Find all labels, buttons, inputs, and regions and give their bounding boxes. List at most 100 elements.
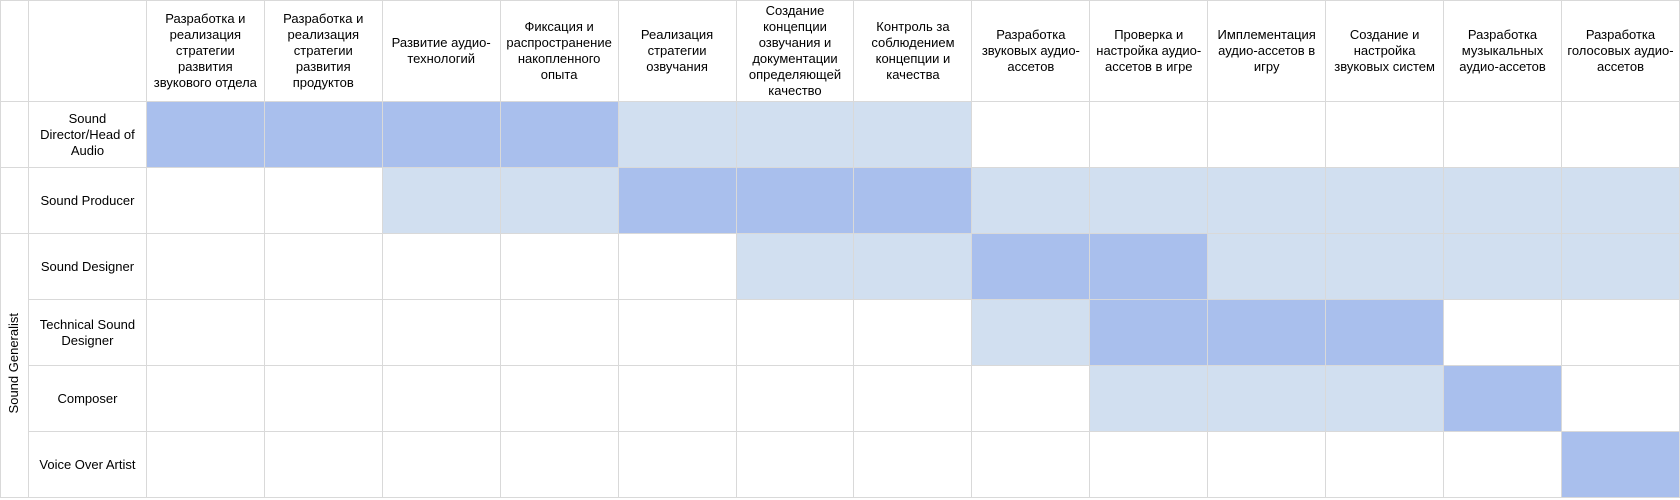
matrix-cell[interactable] (853, 167, 973, 234)
column-header[interactable]: Контроль за соблюдением концепции и каче… (853, 0, 973, 102)
matrix-cell[interactable] (971, 431, 1091, 498)
role-label[interactable]: Sound Director/Head of Audio (27, 101, 147, 168)
matrix-cell[interactable] (1207, 299, 1327, 366)
matrix-cell[interactable] (263, 101, 383, 168)
role-label[interactable]: Composer (27, 365, 147, 432)
matrix-cell[interactable] (381, 299, 501, 366)
matrix-cell[interactable] (735, 299, 855, 366)
group-label-cell[interactable]: Sound Generalist (0, 233, 29, 498)
matrix-cell[interactable] (1089, 233, 1209, 300)
matrix-cell[interactable] (263, 365, 383, 432)
matrix-cell[interactable] (145, 365, 265, 432)
matrix-cell[interactable] (1325, 101, 1445, 168)
matrix-cell[interactable] (971, 299, 1091, 366)
matrix-cell[interactable] (853, 431, 973, 498)
matrix-cell[interactable] (263, 167, 383, 234)
matrix-cell[interactable] (735, 167, 855, 234)
matrix-cell[interactable] (1561, 431, 1680, 498)
matrix-cell[interactable] (1325, 365, 1445, 432)
column-header[interactable]: Реализация стратегии озвучания (617, 0, 737, 102)
matrix-cell[interactable] (617, 101, 737, 168)
matrix-cell[interactable] (735, 365, 855, 432)
matrix-cell[interactable] (381, 167, 501, 234)
matrix-cell[interactable] (263, 233, 383, 300)
matrix-cell[interactable] (145, 431, 265, 498)
matrix-cell[interactable] (971, 101, 1091, 168)
matrix-cell[interactable] (1443, 431, 1562, 498)
matrix-cell[interactable] (617, 431, 737, 498)
matrix-cell[interactable] (1443, 233, 1562, 300)
column-header[interactable]: Фиксация и распространение накопленного … (499, 0, 619, 102)
role-label[interactable]: Technical Sound Designer (27, 299, 147, 366)
matrix-cell[interactable] (1443, 299, 1562, 366)
role-label[interactable]: Voice Over Artist (27, 431, 147, 498)
matrix-cell[interactable] (381, 365, 501, 432)
table-row: Composer (1, 365, 1680, 432)
matrix-cell[interactable] (499, 365, 619, 432)
matrix-cell[interactable] (617, 167, 737, 234)
column-header[interactable]: Имплементация аудио-ассетов в игру (1207, 0, 1327, 102)
matrix-cell[interactable] (971, 167, 1091, 234)
matrix-cell[interactable] (617, 299, 737, 366)
matrix-cell[interactable] (617, 233, 737, 300)
column-header[interactable]: Разработка музыкальных аудио-ассетов (1443, 0, 1562, 102)
column-header[interactable]: Разработка голосовых аудио-ассетов (1561, 0, 1680, 102)
matrix-cell[interactable] (853, 365, 973, 432)
role-label[interactable]: Sound Producer (27, 167, 147, 234)
column-header[interactable]: Проверка и настройка аудио-ассетов в игр… (1089, 0, 1209, 102)
matrix-cell[interactable] (1207, 167, 1327, 234)
matrix-cell[interactable] (971, 365, 1091, 432)
matrix-cell[interactable] (1325, 431, 1445, 498)
matrix-cell[interactable] (145, 167, 265, 234)
column-header[interactable]: Разработка и реализация стратегии развит… (263, 0, 383, 102)
matrix-cell[interactable] (145, 101, 265, 168)
matrix-cell[interactable] (853, 233, 973, 300)
matrix-cell[interactable] (1089, 365, 1209, 432)
matrix-cell[interactable] (1325, 167, 1445, 234)
matrix-cell[interactable] (1443, 167, 1562, 234)
matrix-cell[interactable] (971, 233, 1091, 300)
matrix-cell[interactable] (263, 299, 383, 366)
matrix-cell[interactable] (381, 233, 501, 300)
matrix-cell[interactable] (499, 299, 619, 366)
matrix-cell[interactable] (381, 101, 501, 168)
matrix-cell[interactable] (735, 101, 855, 168)
matrix-cell[interactable] (1561, 299, 1680, 366)
matrix-cell[interactable] (1325, 233, 1445, 300)
matrix-cell[interactable] (1089, 101, 1209, 168)
matrix-cell[interactable] (499, 431, 619, 498)
matrix-cell[interactable] (499, 101, 619, 168)
matrix-cell[interactable] (1207, 431, 1327, 498)
matrix-cell[interactable] (1561, 167, 1680, 234)
matrix-cell[interactable] (145, 299, 265, 366)
matrix-cell[interactable] (1207, 233, 1327, 300)
column-header[interactable]: Создание концепции озвучания и документа… (735, 0, 855, 102)
matrix-cell[interactable] (1089, 299, 1209, 366)
column-header[interactable]: Создание и настройка звуковых систем (1325, 0, 1445, 102)
matrix-cell[interactable] (1325, 299, 1445, 366)
matrix-cell[interactable] (381, 431, 501, 498)
column-header[interactable]: Разработка и реализация стратегии развит… (145, 0, 265, 102)
matrix-cell[interactable] (1443, 101, 1562, 168)
matrix-cell[interactable] (1561, 365, 1680, 432)
matrix-cell[interactable] (853, 101, 973, 168)
matrix-cell[interactable] (735, 431, 855, 498)
matrix-cell[interactable] (145, 233, 265, 300)
matrix-cell[interactable] (1089, 167, 1209, 234)
matrix-cell[interactable] (263, 431, 383, 498)
role-label[interactable]: Sound Designer (27, 233, 147, 300)
matrix-cell[interactable] (735, 233, 855, 300)
matrix-cell[interactable] (1443, 365, 1562, 432)
matrix-cell[interactable] (853, 299, 973, 366)
matrix-cell[interactable] (1207, 365, 1327, 432)
matrix-cell[interactable] (1089, 431, 1209, 498)
matrix-cell[interactable] (1207, 101, 1327, 168)
column-header[interactable]: Развитие аудио-технологий (381, 0, 501, 102)
matrix-cell[interactable] (1561, 101, 1680, 168)
column-header[interactable]: Разработка звуковых аудио-ассетов (971, 0, 1091, 102)
table-row: Technical Sound Designer (1, 299, 1680, 366)
matrix-cell[interactable] (617, 365, 737, 432)
matrix-cell[interactable] (1561, 233, 1680, 300)
matrix-cell[interactable] (499, 167, 619, 234)
matrix-cell[interactable] (499, 233, 619, 300)
